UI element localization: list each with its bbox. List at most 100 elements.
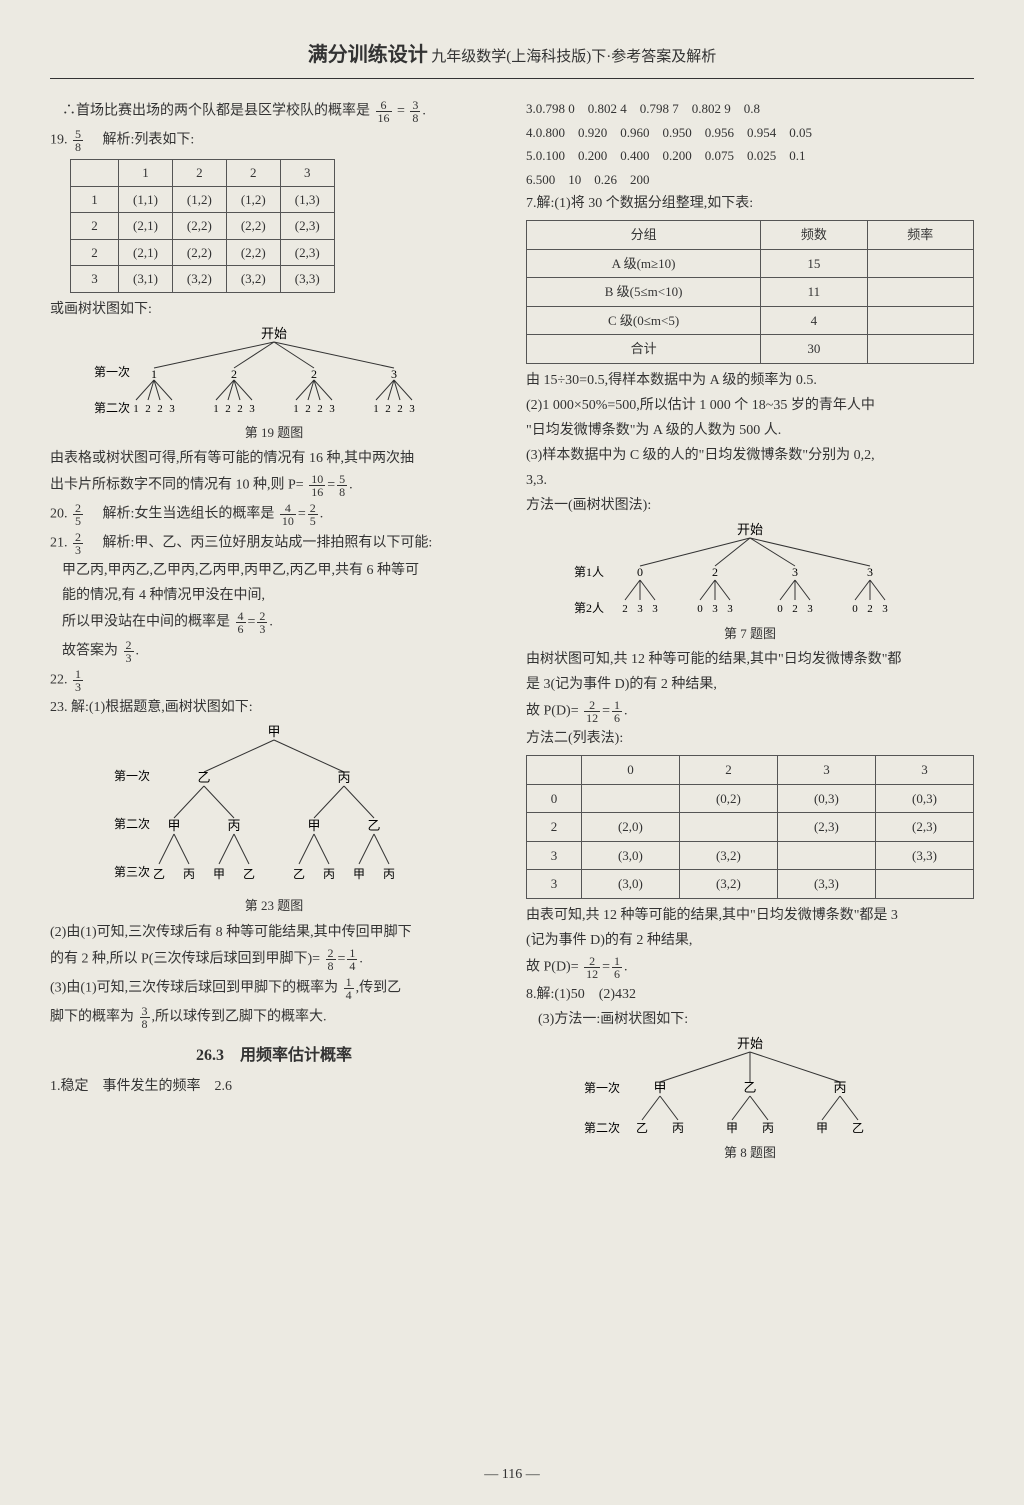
svg-text:第二次: 第二次: [114, 817, 150, 831]
svg-text:开始: 开始: [737, 1036, 763, 1051]
svg-text:第三次: 第三次: [114, 865, 150, 879]
tree-19: 开始 第一次 1 2 2 3 第二次 1223 1223 1223 1223: [74, 324, 474, 419]
intro: ∴首场比赛出场的两个队都是县区学校队的概率是 616 = 38.: [50, 99, 498, 124]
svg-text:第一次: 第一次: [584, 1081, 620, 1095]
q19-exp1: 由表格或树状图可得,所有等可能的情况有 16 种,其中两次抽: [50, 448, 498, 469]
svg-text:乙: 乙: [852, 1121, 864, 1135]
table-row: 0233: [527, 756, 974, 785]
intro-text: ∴首场比赛出场的两个队都是县区学校队的概率是: [62, 104, 370, 119]
svg-text:2: 2: [311, 367, 317, 381]
tree-7: 开始 第1人 0 2 3 3 第2人 233 033 023 023: [550, 520, 950, 620]
svg-text:3: 3: [169, 403, 175, 415]
svg-text:2: 2: [712, 565, 718, 579]
svg-text:3: 3: [712, 603, 718, 615]
table-7: 分组频数频率 A 级(m≥10)15 B 级(5≤m<10)11 C 级(0≤m…: [526, 220, 974, 364]
table-row: B 级(5≤m<10)11: [527, 278, 974, 307]
table-row: 1223: [71, 160, 335, 187]
svg-text:丙: 丙: [337, 770, 350, 785]
svg-text:3: 3: [807, 603, 813, 615]
section-title: 26.3 用频率估计概率: [50, 1044, 498, 1068]
svg-text:甲: 甲: [726, 1121, 738, 1135]
svg-text:乙: 乙: [743, 1080, 756, 1095]
svg-text:第一次: 第一次: [114, 769, 150, 783]
svg-text:2: 2: [305, 403, 311, 415]
q23: 23. 解:(1)根据题意,画树状图如下:: [50, 697, 498, 718]
svg-text:开始: 开始: [261, 326, 287, 341]
svg-text:0: 0: [697, 603, 703, 615]
table-row: 合计30: [527, 335, 974, 364]
svg-text:3: 3: [652, 603, 658, 615]
svg-text:甲: 甲: [307, 818, 320, 833]
q19-exp2: 出卡片所标数字不同的情况有 10 种,则 P= 1016=58.: [50, 473, 498, 498]
table-row: A 级(m≥10)15: [527, 249, 974, 278]
svg-text:甲: 甲: [653, 1080, 666, 1095]
table-row: 3(3,0)(3,2)(3,3): [527, 870, 974, 899]
table-row: 2(2,0)(2,3)(2,3): [527, 813, 974, 842]
page-number: — 116 —: [0, 1464, 1024, 1485]
caption-19: 第 19 题图: [50, 423, 498, 443]
svg-text:甲: 甲: [353, 867, 365, 881]
svg-text:丙: 丙: [762, 1121, 774, 1135]
svg-text:1: 1: [213, 403, 219, 415]
table-row: 0(0,2)(0,3)(0,3): [527, 784, 974, 813]
caption-7: 第 7 题图: [526, 624, 974, 644]
svg-text:2: 2: [145, 403, 151, 415]
svg-text:丙: 丙: [383, 867, 395, 881]
svg-text:3: 3: [249, 403, 255, 415]
svg-text:甲: 甲: [816, 1121, 828, 1135]
table-row: C 级(0≤m<5)4: [527, 306, 974, 335]
svg-text:丙: 丙: [183, 867, 195, 881]
svg-text:3: 3: [882, 603, 888, 615]
svg-text:0: 0: [637, 565, 643, 579]
svg-text:2: 2: [622, 603, 628, 615]
svg-text:丙: 丙: [672, 1121, 684, 1135]
svg-text:2: 2: [385, 403, 391, 415]
tree-or: 或画树状图如下:: [50, 299, 498, 320]
caption-8: 第 8 题图: [526, 1143, 974, 1163]
svg-text:乙: 乙: [293, 867, 305, 881]
svg-text:3: 3: [409, 403, 415, 415]
svg-text:3: 3: [867, 565, 873, 579]
q20: 20. 25 解析:女生当选组长的概率是 410=25.: [50, 502, 498, 527]
svg-text:2: 2: [397, 403, 403, 415]
svg-text:开始: 开始: [737, 522, 763, 537]
right-column: 3.0.798 0 0.802 4 0.798 7 0.802 9 0.8 4.…: [526, 95, 974, 1168]
svg-text:甲: 甲: [167, 818, 180, 833]
title-main: 满分训练设计: [308, 44, 428, 66]
tree-8: 开始 第一次 甲 乙 丙 第二次 乙 丙 甲 丙 甲 乙: [560, 1034, 940, 1139]
svg-text:2: 2: [225, 403, 231, 415]
page-header: 满分训练设计 九年级数学(上海科技版)下·参考答案及解析: [50, 40, 974, 79]
svg-text:第1人: 第1人: [574, 565, 604, 579]
svg-text:甲: 甲: [213, 867, 225, 881]
svg-text:乙: 乙: [636, 1121, 648, 1135]
svg-text:0: 0: [777, 603, 783, 615]
svg-text:1: 1: [373, 403, 379, 415]
left-column: ∴首场比赛出场的两个队都是县区学校队的概率是 616 = 38. 19. 58 …: [50, 95, 498, 1168]
q19: 19. 58 解析:列表如下:: [50, 128, 498, 153]
svg-text:2: 2: [237, 403, 243, 415]
svg-text:乙: 乙: [367, 818, 380, 833]
svg-text:乙: 乙: [243, 867, 255, 881]
svg-text:3: 3: [329, 403, 335, 415]
svg-text:第一次: 第一次: [94, 365, 130, 379]
svg-text:2: 2: [867, 603, 873, 615]
svg-text:乙: 乙: [153, 867, 165, 881]
svg-text:1: 1: [151, 367, 157, 381]
svg-text:丙: 丙: [323, 867, 335, 881]
table-19: 1223 1(1,1)(1,2)(1,2)(1,3) 2(2,1)(2,2)(2…: [70, 159, 335, 293]
table-row: 分组频数频率: [527, 221, 974, 250]
q22: 22. 13: [50, 668, 498, 693]
svg-text:甲: 甲: [267, 724, 280, 739]
svg-text:丙: 丙: [227, 818, 240, 833]
svg-text:1: 1: [133, 403, 139, 415]
table-row: 1(1,1)(1,2)(1,2)(1,3): [71, 186, 335, 213]
title-sub: 九年级数学(上海科技版)下·参考答案及解析: [431, 49, 716, 65]
tree-23: 甲 第一次 乙 丙 第二次 甲 丙 甲 乙 第三次 乙 丙 甲 乙 乙 丙: [94, 722, 454, 892]
svg-text:3: 3: [727, 603, 733, 615]
svg-text:2: 2: [157, 403, 163, 415]
svg-text:3: 3: [637, 603, 643, 615]
svg-text:3: 3: [391, 367, 397, 381]
table-row: 2(2,1)(2,2)(2,2)(2,3): [71, 213, 335, 240]
svg-text:乙: 乙: [197, 770, 210, 785]
table-row: 3(3,1)(3,2)(3,2)(3,3): [71, 266, 335, 293]
